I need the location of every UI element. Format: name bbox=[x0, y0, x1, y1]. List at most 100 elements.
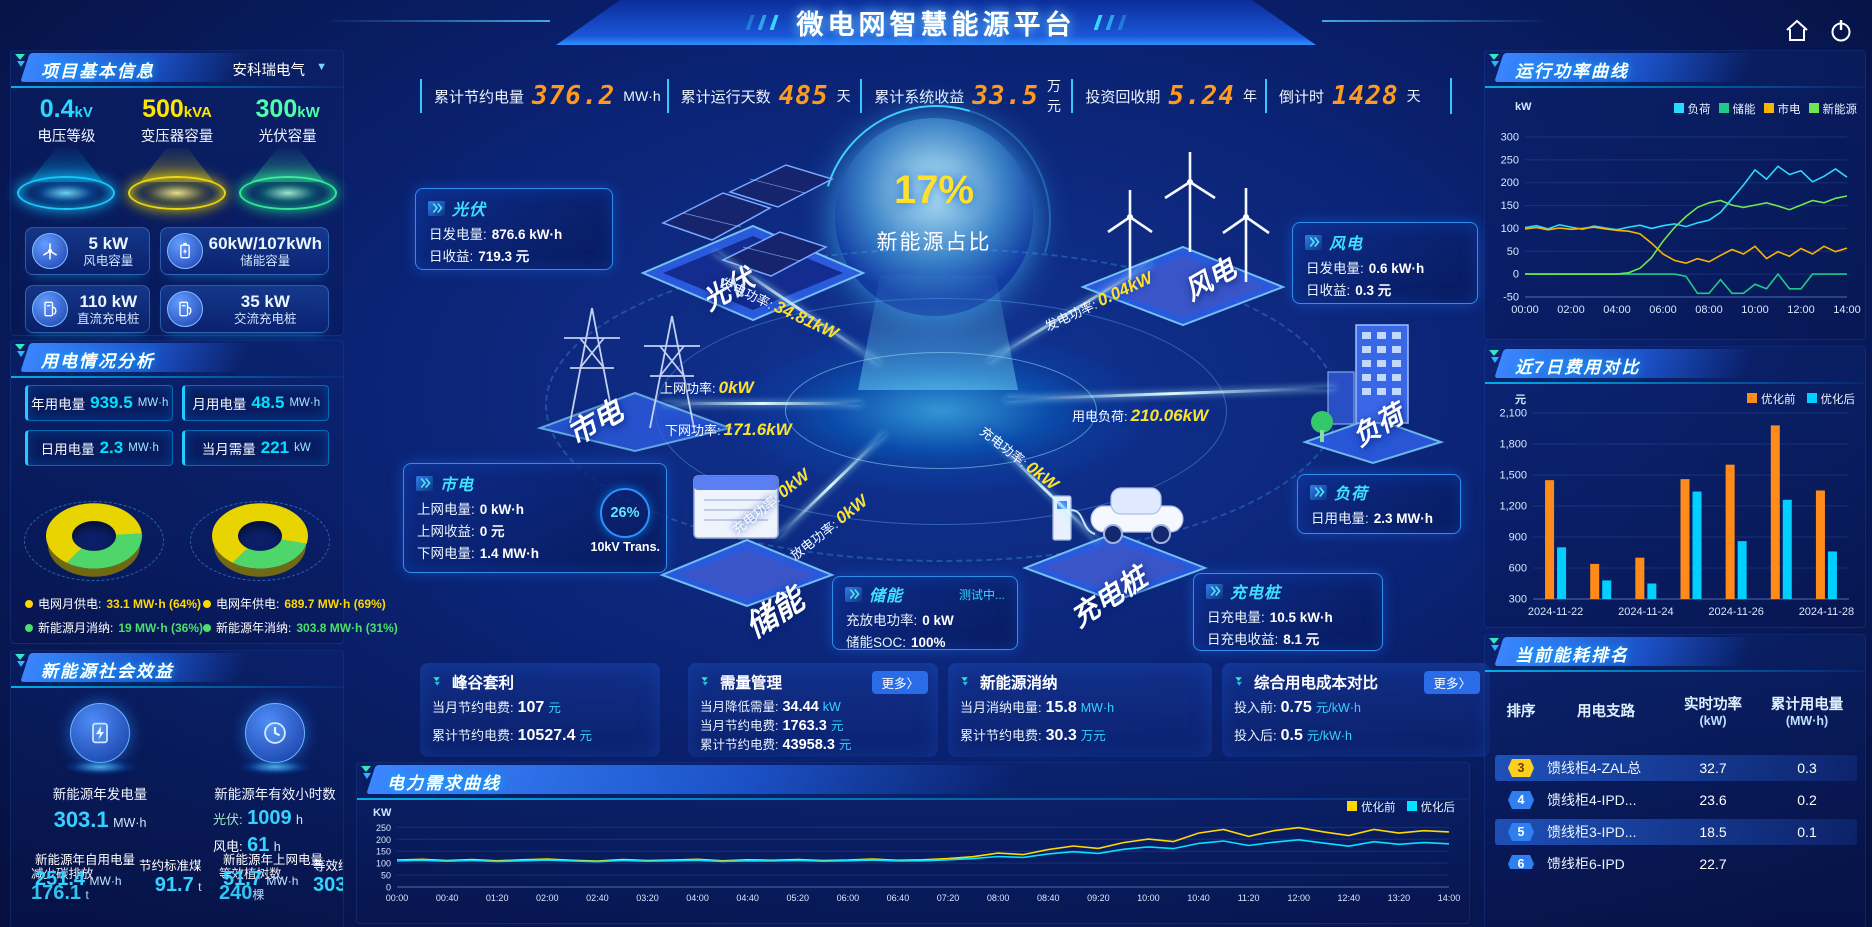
power-button[interactable] bbox=[1824, 14, 1858, 48]
svg-text:12:00: 12:00 bbox=[1287, 893, 1310, 903]
donut-year bbox=[190, 491, 330, 583]
panel-corner-icon bbox=[13, 342, 33, 367]
svg-text:14:00: 14:00 bbox=[1833, 304, 1861, 316]
panel-title: 新能源社会效益 bbox=[41, 662, 174, 681]
home-icon bbox=[1786, 19, 1808, 41]
benefit-co2-reduction: 减少碳排放 176.1 t bbox=[31, 867, 94, 904]
donut-legends: 电网月供电: 33.1 MW·h (64%) 电网年供电: 689.7 MW·h (… bbox=[25, 595, 398, 636]
legend-item: 新能源年消纳: 303.8 MW·h (31%) bbox=[203, 619, 398, 636]
card-flag-icon bbox=[1235, 676, 1242, 686]
svg-text:300: 300 bbox=[1509, 594, 1527, 606]
svg-text:1,500: 1,500 bbox=[1499, 470, 1527, 482]
svg-text:02:00: 02:00 bbox=[1557, 304, 1585, 316]
transformer-load-gauge: 26% bbox=[600, 488, 650, 538]
legend-item: 新能源月消纳: 19 MW·h (36%) bbox=[25, 619, 203, 636]
load-node-illustration bbox=[1298, 310, 1448, 465]
gauge-disc bbox=[127, 176, 226, 210]
card-renewable-consumption: 新能源消纳 当月消纳电量: 15.8 MW·h 累计节约电费: 30.3 万元 bbox=[948, 663, 1212, 757]
load-info-box: 负荷 日用电量: 2.3 MW·h bbox=[1297, 474, 1461, 534]
card-flag-icon bbox=[961, 676, 968, 686]
grid-node-illustration bbox=[520, 288, 750, 453]
panel-power-curve: 运行功率曲线 kW 负荷 储能 市电 新能源 300 250 200 150 100 50… bbox=[1484, 50, 1866, 340]
rank-badge: 6 bbox=[1508, 855, 1534, 869]
battery-icon bbox=[166, 233, 203, 269]
svg-text:08:40: 08:40 bbox=[1037, 893, 1060, 903]
svg-text:00:40: 00:40 bbox=[436, 893, 459, 903]
panel-corner-icon bbox=[1487, 348, 1507, 373]
svg-text:02:00: 02:00 bbox=[536, 893, 559, 903]
panel-corner-icon bbox=[1487, 636, 1507, 661]
card-flag-icon bbox=[433, 676, 440, 686]
lightning-deco-icon bbox=[745, 15, 779, 30]
table-row[interactable]: 5 馈线柜3-IPD... 18.5 0.1 bbox=[1495, 819, 1857, 845]
svg-text:04:00: 04:00 bbox=[686, 893, 709, 903]
svg-text:100: 100 bbox=[376, 859, 391, 869]
table-row[interactable]: 6 馈线柜6-IPD 22.7 bbox=[1495, 851, 1857, 869]
card-demand-management: 需量管理 更多〉 当月降低需量: 34.44 kW 当月节约电费: 1763.3 元 累… bbox=[688, 663, 938, 757]
svg-text:600: 600 bbox=[1509, 563, 1527, 575]
panel-cost-header: 近7日费用对比 bbox=[1485, 347, 1865, 384]
flow-grid-export: 上网功率: 0kW bbox=[660, 378, 754, 397]
panel-ranking-header: 当前能耗排名 bbox=[1485, 635, 1865, 672]
svg-text:250: 250 bbox=[376, 823, 391, 833]
panel-demand-header: 电力需求曲线 bbox=[357, 763, 1469, 800]
dc-charger-icon bbox=[32, 291, 68, 327]
power-y-unit: kW bbox=[1515, 101, 1532, 113]
stat-saved-energy: 累计节约电量 376.2 MW·h bbox=[420, 79, 667, 113]
table-row[interactable]: 3 馈线柜4-ZAL总 32.7 0.3 bbox=[1495, 755, 1857, 781]
usage-stats: 年用电量 939.5 MW·h 月用电量 48.5 MW·h 日用电量 2.3 MW·h 当… bbox=[25, 385, 329, 466]
svg-text:-50: -50 bbox=[1503, 292, 1519, 304]
svg-text:12:40: 12:40 bbox=[1338, 893, 1361, 903]
renewable-share-value: 17% bbox=[893, 168, 975, 212]
storage-info-box: 储能 测试中... 充放电功率: 0 kW 储能SOC: 100% bbox=[832, 576, 1018, 650]
power-icon bbox=[1831, 20, 1851, 42]
svg-text:50: 50 bbox=[381, 871, 391, 881]
table-row[interactable]: 4 馈线柜4-IPD... 23.6 0.2 bbox=[1495, 787, 1857, 813]
svg-text:00:00: 00:00 bbox=[386, 893, 409, 903]
chevron-right-icon bbox=[428, 200, 445, 216]
svg-text:05:20: 05:20 bbox=[786, 893, 809, 903]
chevron-down-icon[interactable]: ▼ bbox=[316, 61, 327, 73]
company-select[interactable]: 安科瑞电气 bbox=[232, 63, 306, 79]
demand-legend: 优化前 优化后 bbox=[1347, 799, 1455, 815]
flow-load-power: 用电负荷: 210.06kW bbox=[1072, 406, 1209, 425]
renewable-share-sphere bbox=[835, 118, 1033, 316]
chevron-right-icon bbox=[1305, 234, 1322, 250]
svg-text:07:20: 07:20 bbox=[937, 893, 960, 903]
gauge-voltage-level: 0.4kV 电压等级 bbox=[14, 97, 118, 210]
svg-text:200: 200 bbox=[1501, 177, 1519, 189]
storage-status-badge: 测试中... bbox=[958, 587, 1005, 602]
svg-text:00:00: 00:00 bbox=[1511, 304, 1539, 316]
home-button[interactable] bbox=[1780, 14, 1814, 48]
benefit-self-consumption: 新能源年自用电量 251.4 MW·h bbox=[35, 853, 136, 890]
usage-donuts bbox=[11, 491, 343, 583]
panel-demand-curve: 电力需求曲线 优化前 优化后 KW 0 50 100 150 200 250 00:00 00… bbox=[356, 762, 1470, 924]
svg-text:250: 250 bbox=[1501, 154, 1519, 166]
demand-more-button[interactable]: 更多〉 bbox=[872, 671, 928, 694]
stat-year-usage: 年用电量 939.5 MW·h bbox=[25, 385, 173, 421]
wind-turbine-icon bbox=[32, 233, 68, 269]
panel-social-header: 新能源社会效益 bbox=[11, 651, 343, 688]
svg-text:2024-11-24: 2024-11-24 bbox=[1618, 606, 1673, 618]
svg-text:03:20: 03:20 bbox=[636, 893, 659, 903]
storage-node-illustration bbox=[652, 448, 842, 608]
donut-month bbox=[24, 491, 164, 583]
rank-badge: 3 bbox=[1508, 759, 1534, 777]
transformer-label: 10kV Trans. bbox=[590, 540, 661, 554]
cost-legend: 优化前 优化后 bbox=[1747, 391, 1855, 407]
rank-badge: 5 bbox=[1508, 823, 1534, 841]
gauge-disc bbox=[238, 176, 337, 210]
svg-text:06:00: 06:00 bbox=[837, 893, 860, 903]
lightning-deco-icon bbox=[1093, 15, 1127, 30]
svg-text:10:00: 10:00 bbox=[1741, 304, 1769, 316]
card-flag-icon bbox=[701, 676, 708, 686]
stat-day-usage: 日用电量 2.3 MW·h bbox=[25, 430, 173, 466]
cost-more-button[interactable]: 更多〉 bbox=[1424, 671, 1480, 694]
stat-system-income: 累计系统收益 33.5 万元 bbox=[860, 78, 1071, 114]
chevron-right-icon bbox=[1310, 484, 1327, 500]
svg-text:10:00: 10:00 bbox=[1137, 893, 1160, 903]
pv-info-box: 光伏 日发电量: 876.6 kW·h 日收益: 719.3 元 bbox=[415, 188, 613, 270]
stat-month-usage: 月用电量 48.5 MW·h bbox=[181, 385, 329, 421]
card-cost-comparison: 综合用电成本对比 更多〉 投入前: 0.75 元/kW·h 投入后: 0.5 元/kW·… bbox=[1222, 663, 1490, 757]
